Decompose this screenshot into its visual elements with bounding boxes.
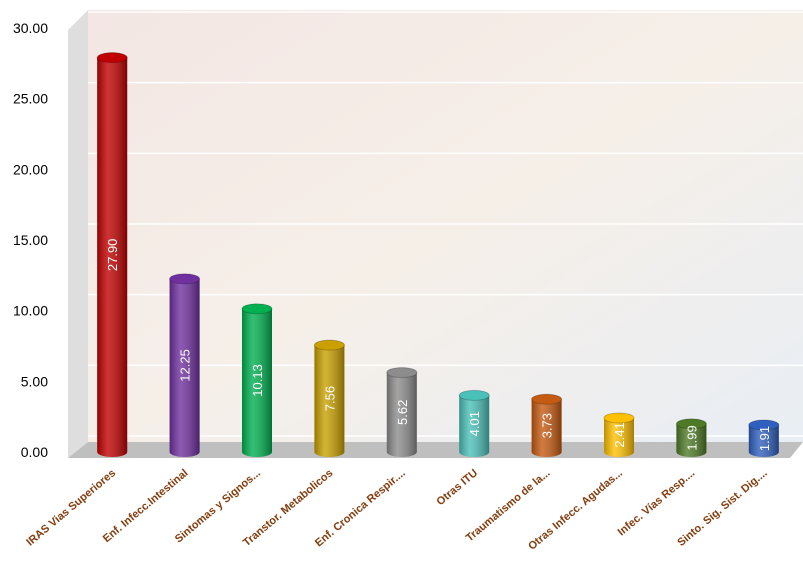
y-tick-label: 25.00 (13, 91, 48, 107)
bar-shade (314, 340, 345, 457)
value-label: 7.56 (322, 386, 337, 411)
bar-shade (531, 394, 562, 457)
y-tick-label: 0.00 (21, 444, 48, 460)
bar-top (458, 389, 490, 401)
bar-top (675, 418, 707, 430)
y-tick-label: 15.00 (13, 232, 48, 248)
value-label: 10.13 (250, 364, 265, 397)
value-label: 1.91 (757, 426, 772, 451)
value-label: 27.90 (105, 239, 120, 272)
y-tick-label: 10.00 (13, 303, 48, 319)
value-label: 5.62 (395, 400, 410, 425)
bar-shade (459, 390, 490, 457)
bar-shade (676, 418, 707, 457)
bar-shade (242, 303, 272, 457)
value-label: 3.73 (540, 413, 555, 438)
bar-top (241, 303, 273, 315)
bar-shade (97, 52, 128, 458)
bar-top (531, 393, 563, 405)
bar-shade (386, 367, 417, 457)
side-wall (68, 10, 88, 458)
value-label: 12.25 (178, 349, 193, 382)
value-label: 1.99 (684, 425, 699, 450)
x-tick-label: Otras ITU (434, 467, 480, 508)
x-tick-label: Infec. Vías Resp.... (616, 467, 698, 538)
bar-shade (604, 412, 634, 457)
bar-top (96, 52, 128, 64)
bar-top (169, 273, 201, 285)
y-tick-label: 5.00 (21, 373, 48, 389)
bar-top (603, 412, 635, 424)
bar-shade (169, 273, 200, 457)
y-tick-label: 20.00 (13, 161, 48, 177)
value-label: 4.01 (467, 411, 482, 436)
y-tick-label: 30.00 (13, 20, 48, 36)
bar-top (313, 339, 345, 351)
value-label: 2.41 (612, 422, 627, 447)
bar-top (748, 419, 780, 431)
bar-top (386, 367, 418, 379)
